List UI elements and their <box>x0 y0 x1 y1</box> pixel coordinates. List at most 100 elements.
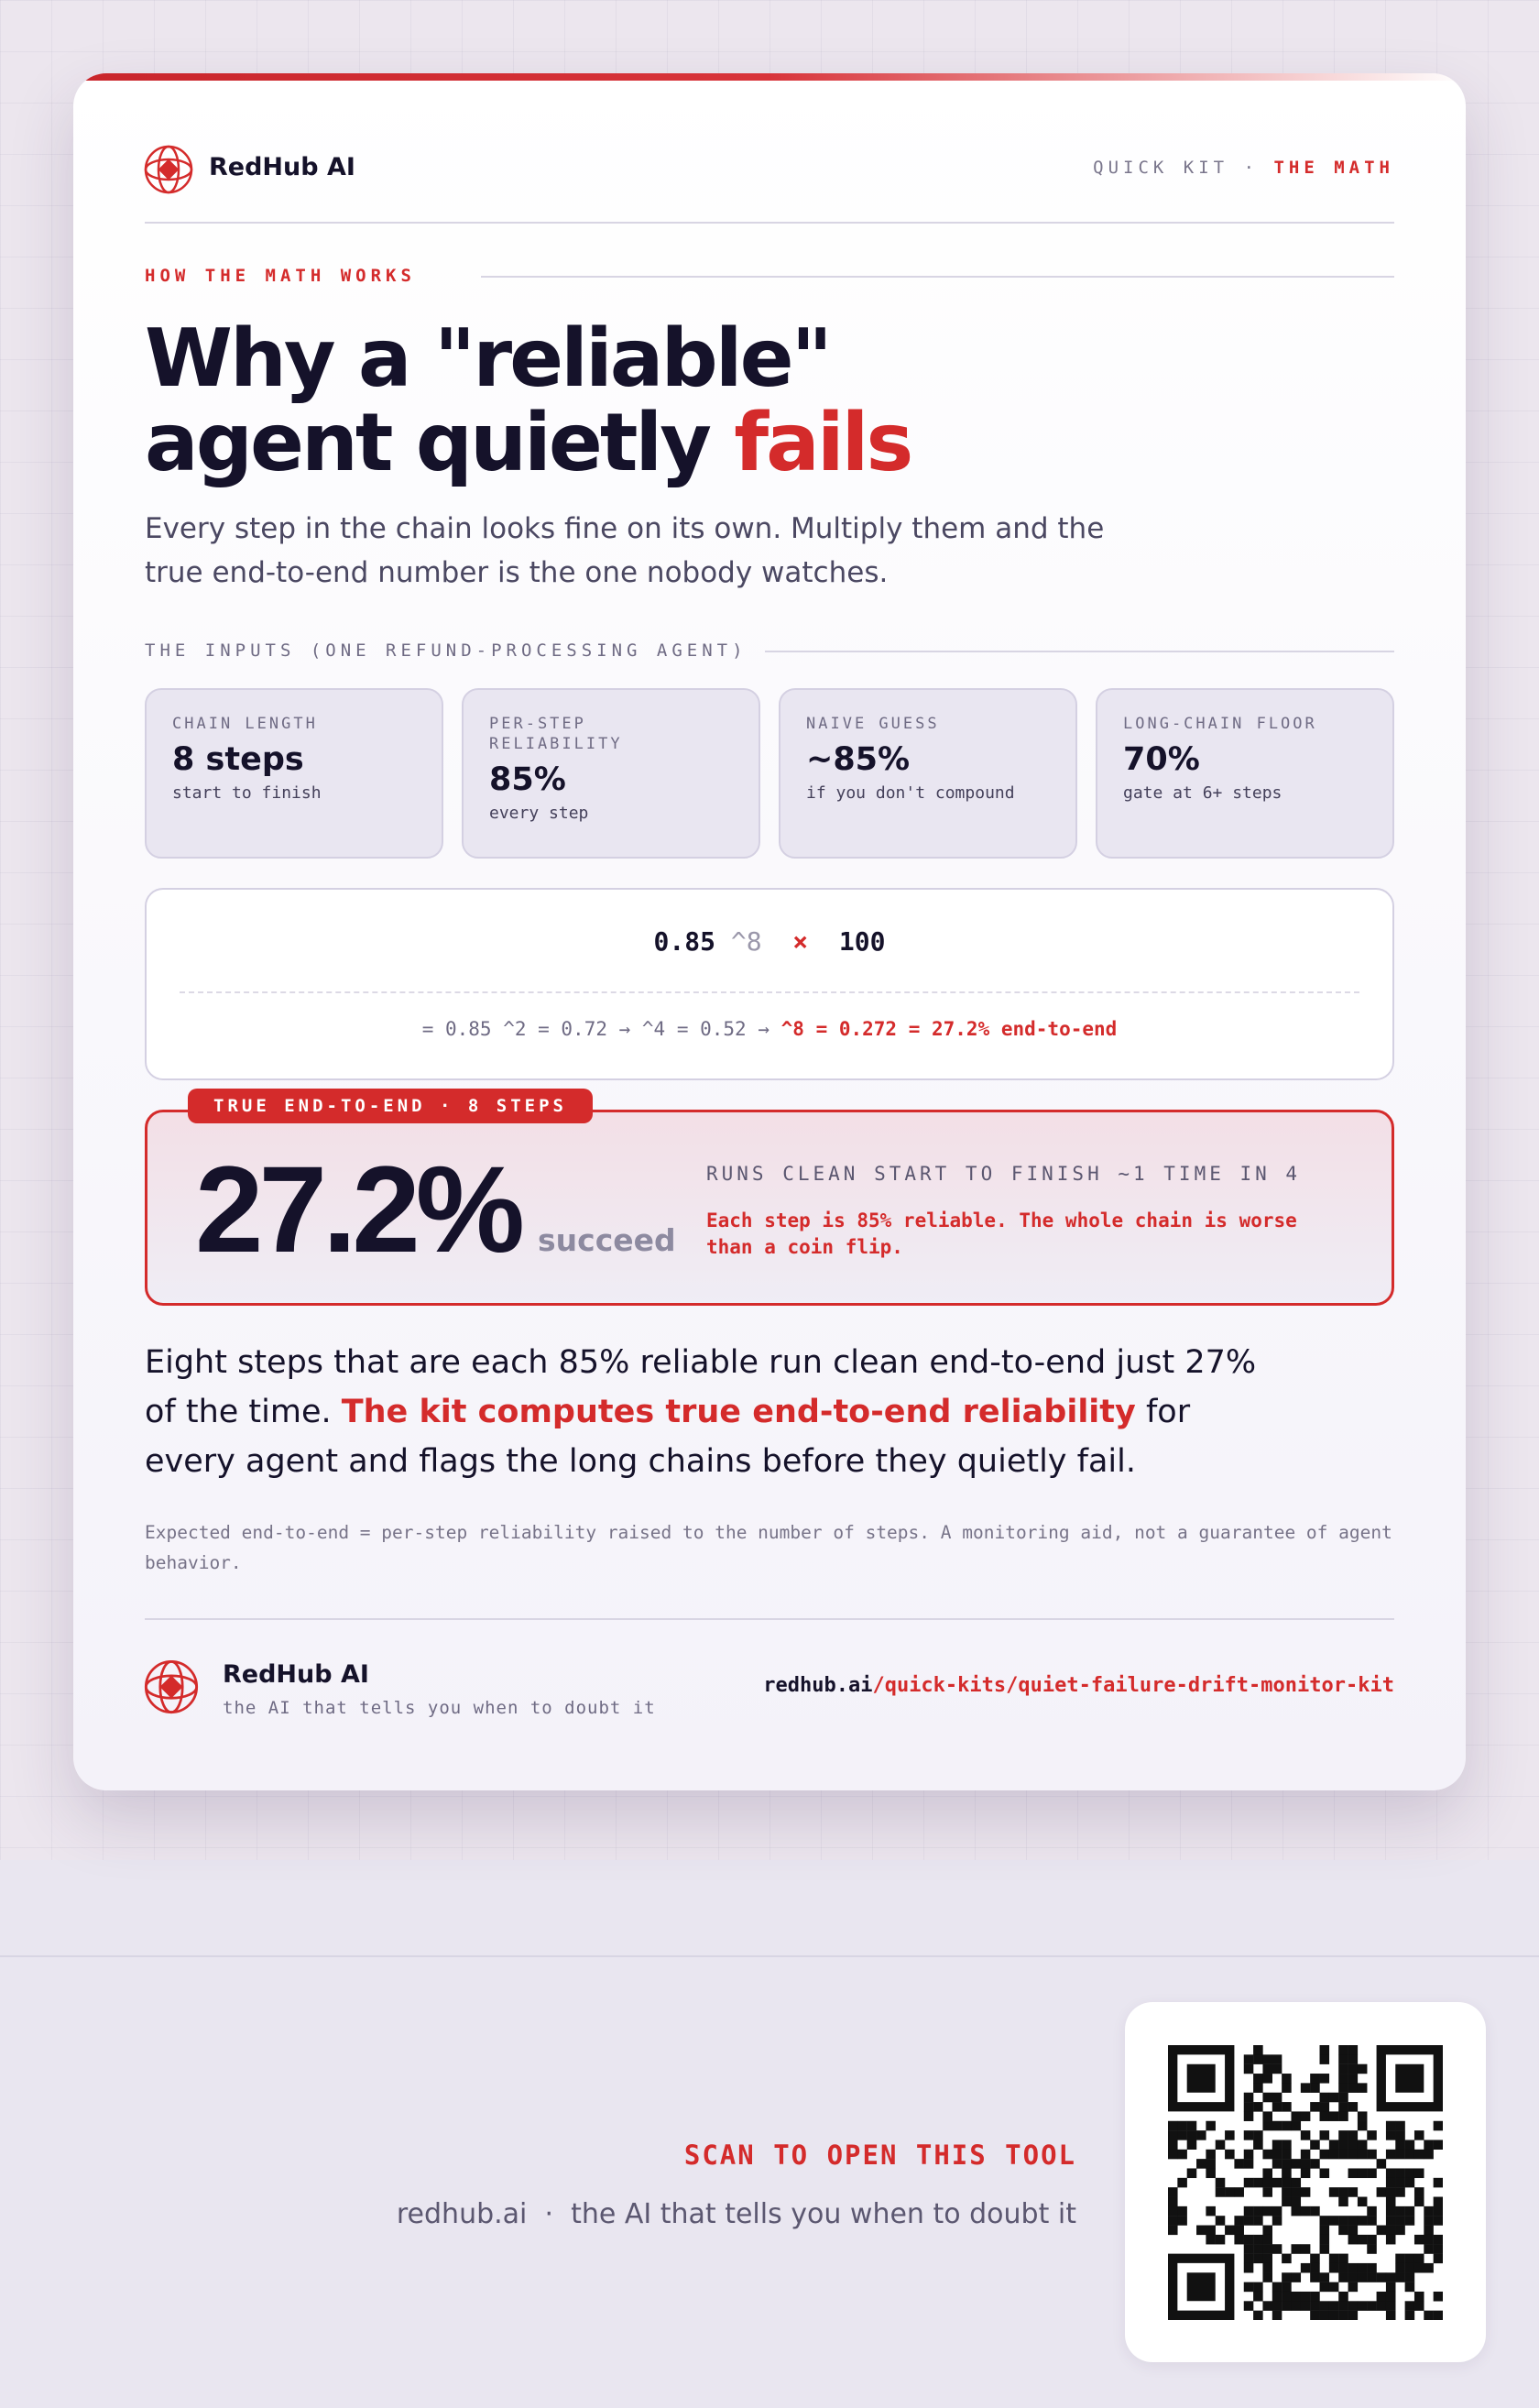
qr-module <box>1424 2206 1434 2216</box>
qr-module <box>1319 2168 1330 2179</box>
qr-module <box>1253 2083 1263 2093</box>
qr-module <box>1357 2301 1368 2311</box>
qr-module <box>1253 2140 1263 2150</box>
qr-module <box>1413 2262 1424 2273</box>
result-note: Each step is 85% reliable. The whole cha… <box>706 1209 1297 1258</box>
qr-module <box>1243 2177 1254 2188</box>
qr-module <box>1404 2262 1415 2273</box>
qr-module <box>1291 2291 1302 2302</box>
sep: · <box>544 2198 553 2230</box>
domain: redhub.ai <box>396 2198 528 2230</box>
qr-module <box>1243 2130 1254 2140</box>
qr-module <box>1385 2120 1396 2131</box>
qr-module <box>1404 2149 1415 2160</box>
qr-module <box>1348 2130 1359 2140</box>
qr-module <box>1310 2159 1320 2169</box>
qr-module <box>1243 2244 1254 2254</box>
qr-module <box>1319 2282 1330 2293</box>
qr-module <box>1404 2206 1415 2216</box>
qr-module <box>1433 2291 1443 2302</box>
qr-module <box>1310 2291 1320 2302</box>
footer-brand: RedHub AI <box>223 1660 369 1689</box>
qr-module <box>1272 2291 1282 2302</box>
qr-module <box>1168 2149 1178 2160</box>
qr-module <box>1291 2206 1302 2216</box>
qr-module <box>1253 2216 1263 2226</box>
qr-module <box>1357 2120 1368 2131</box>
qr-module <box>1300 2291 1311 2302</box>
qr-module <box>1385 2216 1396 2226</box>
divider <box>145 1618 1394 1620</box>
qr-module <box>1395 2262 1405 2273</box>
qr-module <box>1338 2291 1348 2302</box>
qr-module <box>1404 2177 1415 2188</box>
qr-module <box>1282 2159 1292 2169</box>
qr-module <box>1395 2187 1405 2197</box>
header-kit: QUICK KIT · THE MATH <box>1093 158 1394 178</box>
qr-module <box>1300 2301 1311 2311</box>
qr-module <box>1291 2301 1302 2311</box>
eyebrow: HOW THE MATH WORKS <box>145 266 416 286</box>
qr-module <box>1282 2272 1292 2282</box>
qr-module <box>1413 2187 1424 2197</box>
accent-bar <box>73 73 1466 81</box>
qr-module <box>1282 2168 1292 2179</box>
qr-module <box>1413 2291 1424 2302</box>
qr-module <box>1395 2130 1405 2140</box>
qr-module <box>1168 2196 1178 2207</box>
input-label: NAIVE GUESS <box>806 715 940 733</box>
input-card: LONG-CHAIN FLOOR 70% gate at 6+ steps <box>1096 688 1394 859</box>
qr-module <box>1338 2149 1348 2160</box>
qr-module <box>1243 2253 1254 2264</box>
qr-module <box>1282 2102 1292 2112</box>
qr-module <box>1348 2262 1359 2273</box>
qr-module <box>1319 2149 1330 2160</box>
qr-module <box>1168 2120 1178 2131</box>
qr-module <box>1215 2187 1226 2197</box>
qr-module <box>1177 2149 1187 2160</box>
qr-module <box>1395 2206 1405 2216</box>
qr-module <box>1319 2111 1330 2121</box>
qr-module <box>1319 2234 1330 2245</box>
qr-module <box>1319 2102 1330 2112</box>
qr-module <box>1272 2301 1282 2311</box>
qr-module <box>1225 2187 1235 2197</box>
qr-module <box>1300 2159 1311 2169</box>
qr-module <box>1433 2253 1443 2264</box>
qr-module <box>1433 2310 1443 2320</box>
section: THE MATH <box>1273 158 1394 178</box>
qr-module <box>1319 2225 1330 2236</box>
qr-module <box>1291 2196 1302 2207</box>
qr-module <box>1215 2177 1226 2188</box>
qr-module <box>1404 2253 1415 2264</box>
qr-module <box>1215 2140 1226 2150</box>
qr-module <box>1413 2196 1424 2207</box>
qr-module <box>1348 2282 1359 2293</box>
qr-module <box>1243 2301 1254 2311</box>
qr-module <box>1385 2177 1396 2188</box>
input-value: ~85% <box>806 741 911 778</box>
qr-module <box>1385 2187 1396 2197</box>
qr-module <box>1348 2216 1359 2226</box>
qr-module <box>1404 2216 1415 2226</box>
qr-module <box>1338 2140 1348 2150</box>
qr-module <box>1243 2159 1254 2169</box>
qr-module <box>1272 2092 1282 2103</box>
qr-module <box>1357 2111 1368 2121</box>
card: RedHub AI QUICK KIT · THE MATH HOW THE M… <box>73 73 1466 1790</box>
qr-module <box>1300 2206 1311 2216</box>
qr-module <box>1367 2216 1377 2226</box>
qr-module <box>1215 2216 1226 2226</box>
qr-module <box>1225 2225 1235 2236</box>
qr-module <box>1234 2216 1244 2226</box>
input-label: LONG-CHAIN FLOOR <box>1123 715 1317 733</box>
qr-module <box>1338 2225 1348 2236</box>
qr-code <box>1168 2045 1443 2320</box>
qr-module <box>1282 2187 1292 2197</box>
qr-module <box>1272 2140 1282 2150</box>
qr-module <box>1243 2111 1254 2121</box>
qr-module <box>1338 2310 1348 2320</box>
input-label: CHAIN LENGTH <box>172 715 318 733</box>
qr-module <box>1424 2140 1434 2150</box>
